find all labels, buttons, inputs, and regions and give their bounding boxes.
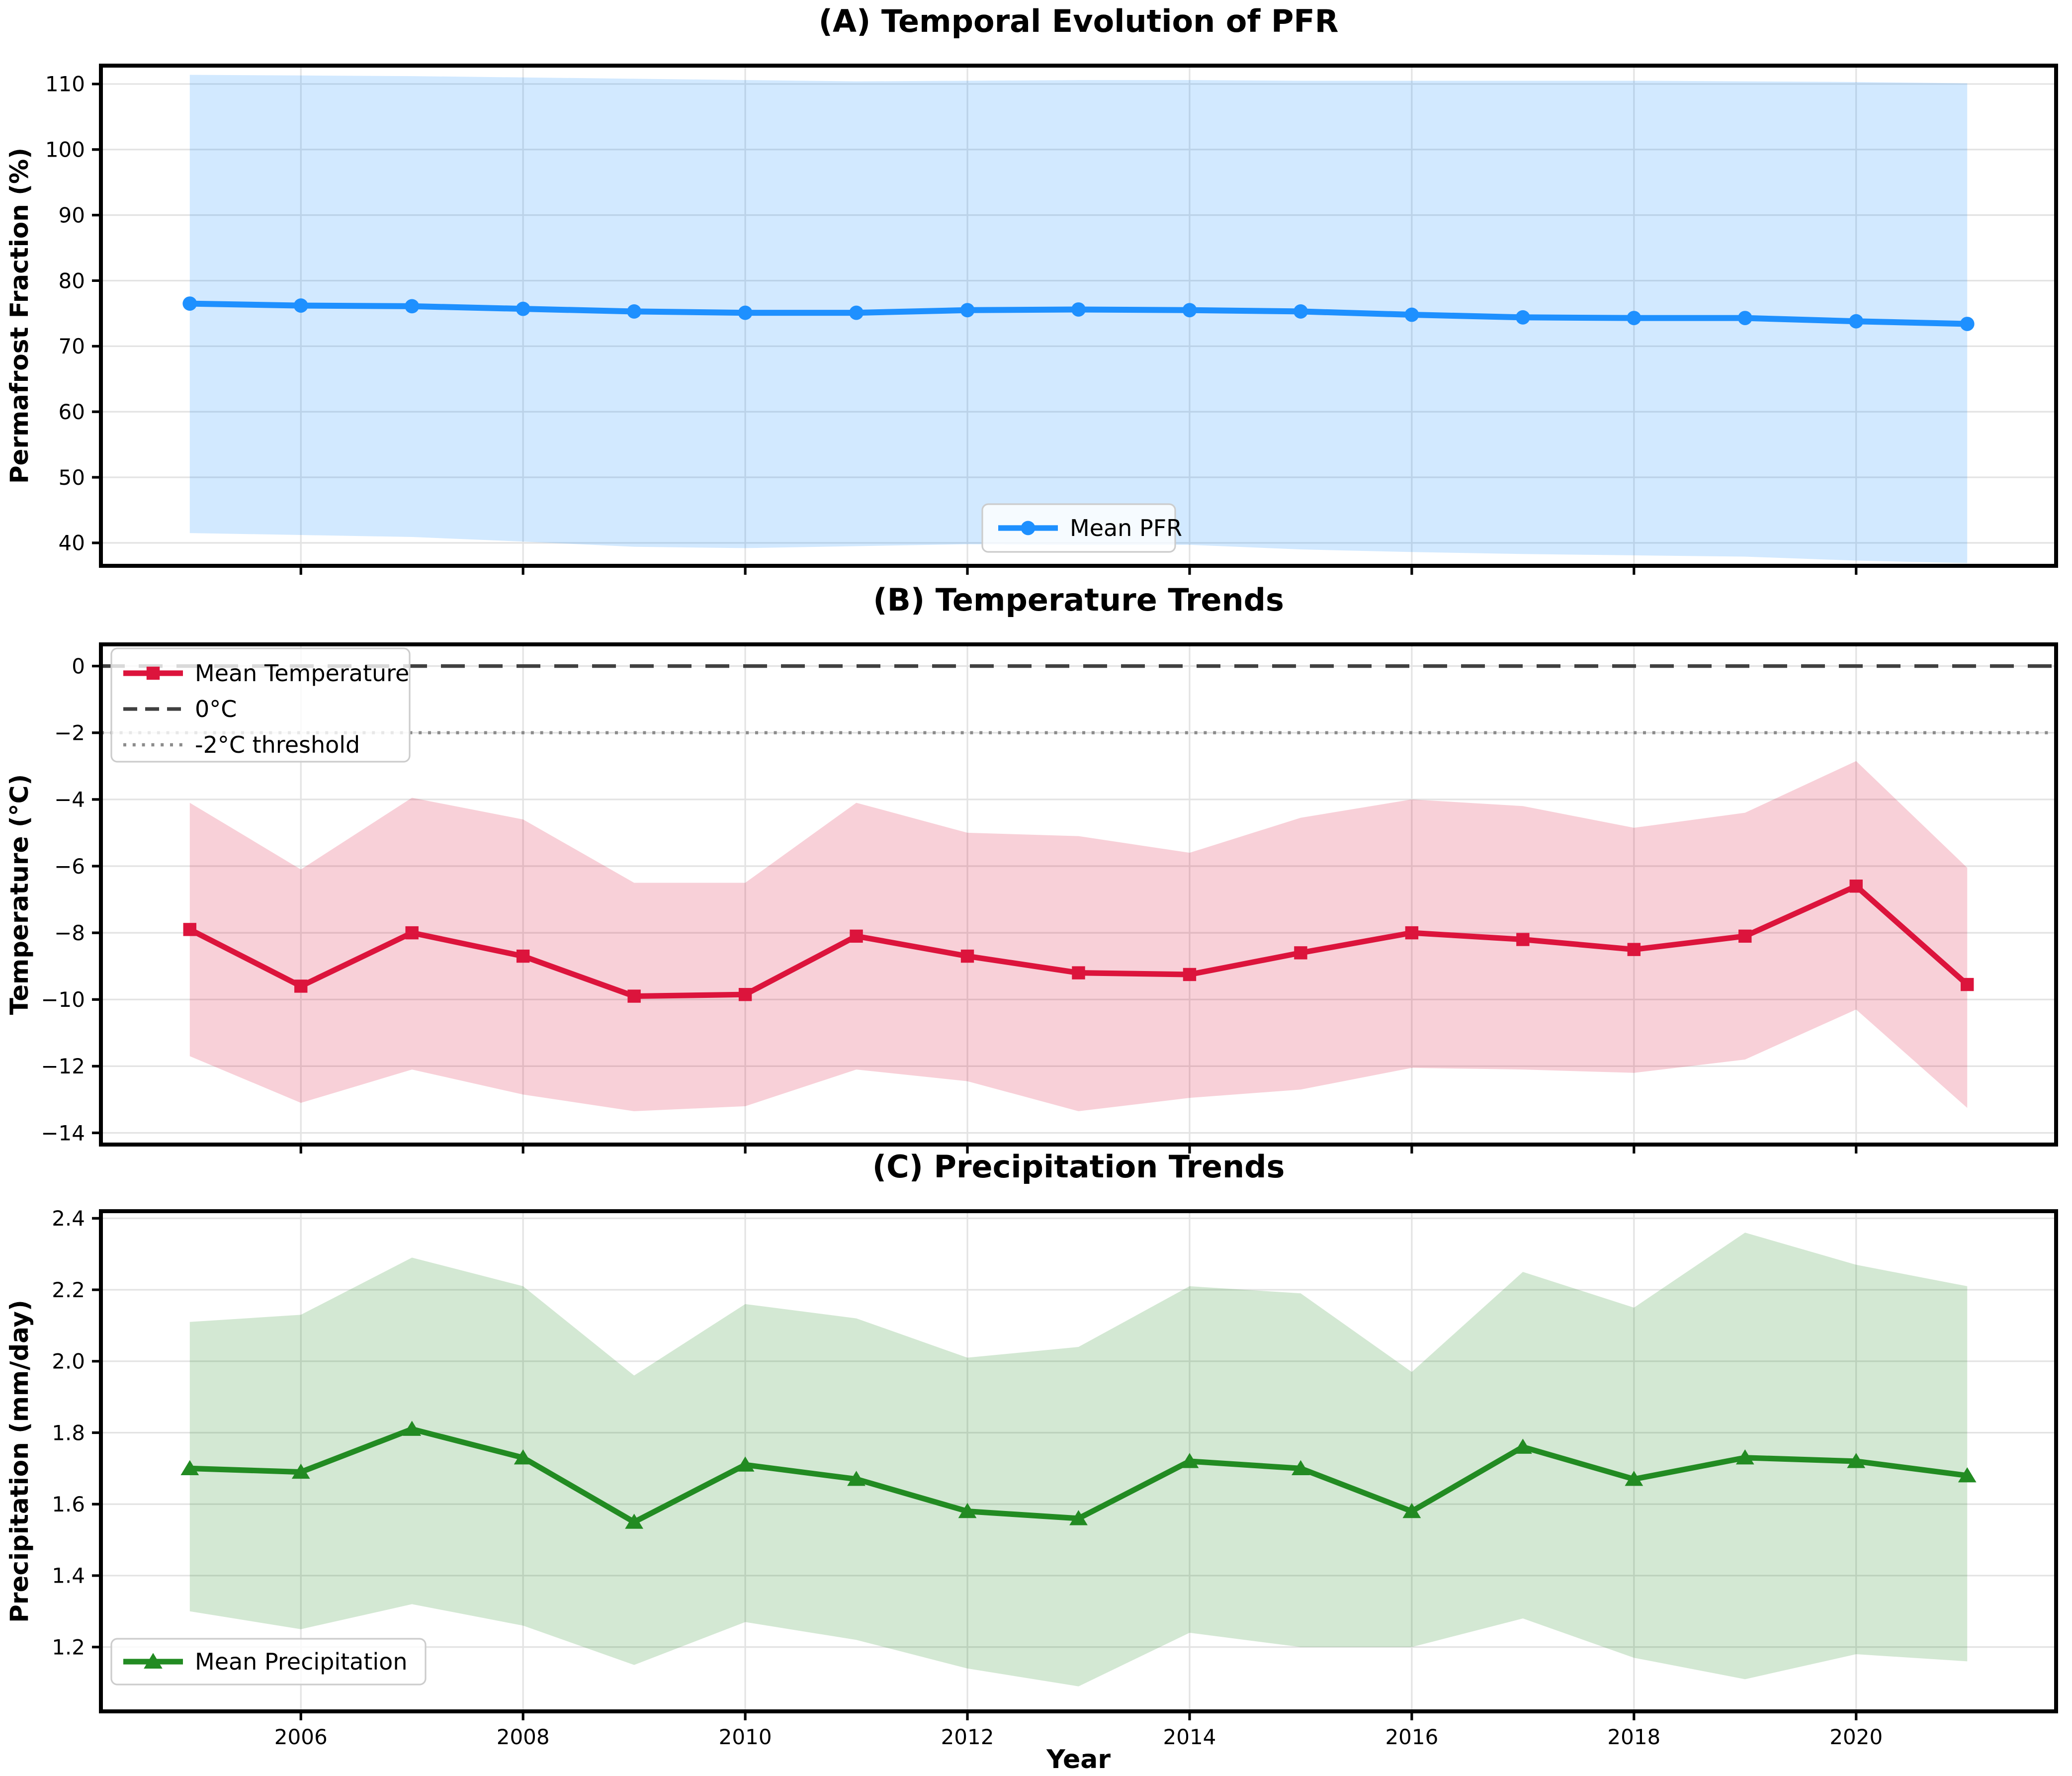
svg-text:−4: −4 [54, 788, 85, 812]
svg-text:−6: −6 [54, 854, 85, 879]
confidence-band [189, 1233, 1968, 1687]
legend-box [110, 1638, 427, 1686]
legend-label-threshold: -2°C threshold [195, 731, 360, 758]
svg-text:40: 40 [59, 531, 85, 555]
legend-label-pfr: Mean PFR [1070, 515, 1182, 541]
legend-temperature: Mean Temperature 0°C -2°C threshold [110, 647, 411, 763]
legend-label-zero: 0°C [195, 696, 237, 722]
plot-area-pfr: 40 50 60 70 80 90 100 110 [45, 64, 2058, 575]
svg-text:80: 80 [59, 268, 85, 293]
axes-spines [99, 1209, 2058, 1713]
svg-text:2008: 2008 [497, 1725, 550, 1749]
plot-area-temperature: 0 −2 −4 −6 −8 −10 −12 −14 [41, 642, 2058, 1154]
svg-text:50: 50 [59, 465, 85, 490]
series-markers [180, 1421, 1977, 1529]
legend-pfr: Mean PFR [981, 503, 1182, 553]
svg-text:2018: 2018 [1607, 1725, 1660, 1749]
panel-a-title: (A) Temporal Evolution of PFR [819, 3, 1339, 39]
svg-text:2006: 2006 [274, 1725, 328, 1749]
svg-text:2.0: 2.0 [52, 1349, 85, 1374]
axis-ticks: 1.2 1.4 1.6 1.8 2.0 2.2 2.4 2006 2008 2010 2012 201… [52, 1206, 1883, 1749]
gridlines [101, 66, 2056, 566]
x-axis-label: Year [1046, 1745, 1111, 1775]
legend-precipitation: Mean Precipitation [110, 1638, 427, 1686]
svg-text:2020: 2020 [1829, 1725, 1883, 1749]
axis-ticks: 0 −2 −4 −6 −8 −10 −12 −14 [41, 654, 1858, 1154]
svg-text:60: 60 [59, 400, 85, 424]
svg-text:1.8: 1.8 [52, 1421, 85, 1445]
svg-text:0: 0 [72, 654, 85, 678]
svg-text:1.6: 1.6 [52, 1492, 85, 1516]
svg-text:−10: −10 [41, 987, 85, 1012]
panel-b-title: (B) Temperature Trends [873, 582, 1284, 618]
legend-sample-precip-marker [144, 1653, 163, 1669]
svg-text:2010: 2010 [719, 1725, 772, 1749]
svg-text:110: 110 [45, 72, 85, 96]
panel-pfr: 40 50 60 70 80 90 100 110 (A) Temporal Evolutio… [5, 3, 2058, 575]
gridlines [101, 1211, 2056, 1711]
svg-text:70: 70 [59, 334, 85, 358]
svg-text:−2: −2 [54, 721, 85, 745]
confidence-band [189, 761, 1968, 1111]
svg-text:2.2: 2.2 [52, 1278, 85, 1302]
svg-text:90: 90 [59, 203, 85, 227]
plot-area-precipitation: 1.2 1.4 1.6 1.8 2.0 2.2 2.4 2006 2008 2010 2012 201… [52, 1206, 2058, 1749]
svg-text:−12: −12 [41, 1054, 85, 1078]
svg-text:−8: −8 [54, 921, 85, 945]
y-axis-label-temperature: Temperature (°C) [5, 774, 34, 1015]
svg-text:2014: 2014 [1163, 1725, 1216, 1749]
legend-sample-temp-marker [146, 666, 160, 680]
legend-label-temp: Mean Temperature [195, 660, 409, 687]
y-axis-label-precipitation: Precipitation (mm/day) [5, 1300, 34, 1623]
legend-label-precip: Mean Precipitation [195, 1648, 407, 1675]
axis-ticks: 40 50 60 70 80 90 100 110 [45, 72, 1858, 575]
panel-temperature: 0 −2 −4 −6 −8 −10 −12 −14 (B) Temperature Trend… [5, 582, 2058, 1154]
y-axis-label-pfr: Permafrost Fraction (%) [5, 148, 34, 484]
svg-text:−14: −14 [41, 1121, 85, 1145]
confidence-band [189, 75, 1968, 563]
svg-text:2016: 2016 [1385, 1725, 1438, 1749]
legend-sample-pfr-marker [1021, 521, 1036, 535]
series-markers [183, 880, 1974, 1003]
legend-box [981, 503, 1176, 553]
svg-text:1.4: 1.4 [52, 1564, 85, 1588]
panel-precipitation: 1.2 1.4 1.6 1.8 2.0 2.2 2.4 2006 2008 2010 2012 201… [5, 1149, 2058, 1749]
svg-text:2.4: 2.4 [52, 1206, 85, 1231]
series-markers [182, 296, 1975, 331]
axes-spines [99, 642, 2058, 1147]
panel-c-title: (C) Precipitation Trends [872, 1149, 1285, 1185]
legend-box [110, 647, 411, 763]
svg-text:1.2: 1.2 [52, 1635, 85, 1659]
svg-text:2012: 2012 [941, 1725, 994, 1749]
svg-text:100: 100 [45, 138, 85, 162]
axes-spines [99, 64, 2058, 568]
